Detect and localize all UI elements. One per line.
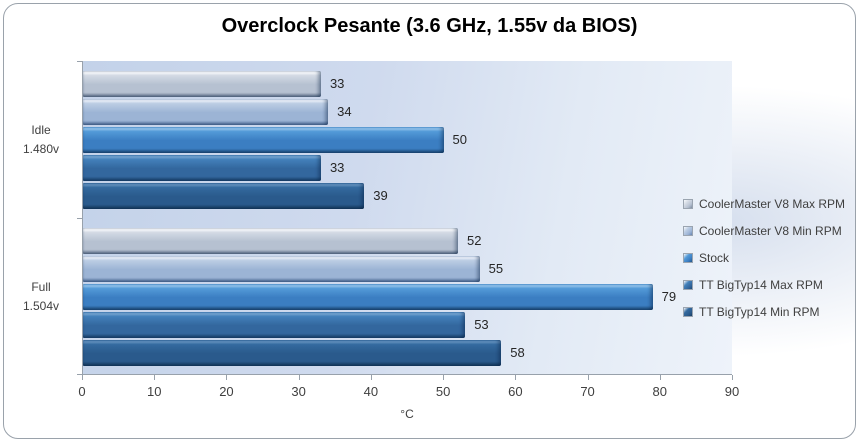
- bar: [83, 98, 329, 125]
- bar: [83, 339, 502, 366]
- legend-label: Stock: [699, 250, 730, 265]
- category-axis-tick: [77, 61, 82, 62]
- x-axis-tick-label: 40: [363, 384, 379, 399]
- bar-row: 55: [83, 255, 732, 283]
- bar-value-label: 58: [510, 345, 525, 360]
- x-axis-tick: [659, 375, 661, 380]
- bar-row: 33: [83, 154, 732, 182]
- bar-row: 58: [83, 339, 732, 367]
- x-axis-tick-label: 70: [580, 384, 595, 399]
- x-axis-tick: [82, 375, 83, 380]
- bar-value-label: 53: [474, 317, 489, 332]
- legend-color-swatch-icon: [683, 252, 693, 263]
- bar-value-label: 55: [488, 261, 504, 276]
- bar-group-full: 52 55 79 53 58: [83, 218, 732, 375]
- bar-row: 34: [83, 98, 732, 126]
- bar-row: 50: [83, 126, 732, 154]
- category-axis-labels: Idle 1.480v Full 1.504v: [4, 61, 78, 375]
- bar-row: 33: [83, 70, 732, 98]
- category-label-line: 1.480v: [22, 141, 60, 156]
- legend-item: TT BigTyp14 Min RPM: [683, 298, 859, 325]
- legend-label: CoolerMaster V8 Max RPM: [699, 196, 846, 211]
- bar: [83, 70, 321, 97]
- x-axis-tick: [732, 375, 733, 380]
- bar: [83, 227, 458, 254]
- x-axis-tick-label: 50: [435, 384, 451, 399]
- bar: [83, 126, 444, 153]
- category-label-line: Full: [31, 279, 51, 294]
- x-axis-tick: [443, 375, 445, 380]
- legend: CoolerMaster V8 Max RPM CoolerMaster V8 M…: [683, 190, 859, 325]
- bar-group-idle: 33 34 50 33 39: [83, 61, 732, 218]
- legend-item: TT BigTyp14 Max RPM: [683, 271, 859, 298]
- x-axis-tick: [154, 375, 156, 380]
- bar: [83, 283, 653, 310]
- x-axis-tick-label: 90: [724, 384, 740, 399]
- bar-value-label: 50: [452, 132, 468, 147]
- x-axis-tick-label: 10: [146, 384, 162, 399]
- bar-value-label: 34: [337, 104, 352, 119]
- x-axis-tick-label: 20: [219, 384, 234, 399]
- legend-label: CoolerMaster V8 Min RPM: [699, 223, 842, 238]
- category-axis-tick: [77, 374, 82, 375]
- legend-color-swatch-icon: [683, 279, 693, 290]
- legend-item: Stock: [683, 244, 859, 271]
- category-label-line: Idle: [31, 122, 51, 137]
- x-axis-tick-label: 60: [508, 384, 523, 399]
- x-axis-tick: [515, 375, 517, 380]
- x-axis-tick: [226, 375, 228, 380]
- x-axis-tick-label: 80: [652, 384, 667, 399]
- x-axis-tick: [298, 375, 300, 380]
- bar-row: 53: [83, 311, 732, 339]
- legend-label: TT BigTyp14 Max RPM: [699, 277, 823, 292]
- legend-color-swatch-icon: [683, 225, 693, 236]
- legend-label: TT BigTyp14 Min RPM: [699, 304, 820, 319]
- bar: [83, 182, 365, 209]
- category-label: Idle 1.480v: [4, 61, 78, 218]
- legend-color-swatch-icon: [683, 198, 693, 209]
- x-axis-tick-label: 0: [78, 384, 86, 399]
- legend-item: CoolerMaster V8 Max RPM: [683, 190, 859, 217]
- bar-value-label: 33: [329, 76, 345, 91]
- plot-area: 33 34 50 33 39 52 55 79 53 58: [77, 61, 732, 375]
- chart-title: Overclock Pesante (3.6 GHz, 1.55v da BIO…: [221, 15, 638, 37]
- x-axis-tick-label: 30: [291, 384, 306, 399]
- legend-color-swatch-icon: [683, 306, 693, 317]
- chart-frame: Overclock Pesante (3.6 GHz, 1.55v da BIO…: [3, 3, 856, 439]
- x-axis-tick: [370, 375, 372, 380]
- category-axis-tick: [77, 218, 82, 219]
- x-axis-tick: [587, 375, 589, 380]
- bar-value-label: 52: [466, 233, 482, 248]
- bar-value-label: 39: [373, 188, 388, 203]
- bar-value-label: 33: [329, 160, 345, 175]
- bar: [83, 311, 466, 338]
- x-axis: 0 10 20 30 40 50 60 70 80 90: [78, 375, 739, 405]
- category-label-line: 1.504v: [22, 298, 60, 313]
- bar-row: 52: [83, 227, 732, 255]
- bar: [83, 255, 480, 282]
- legend-item: CoolerMaster V8 Min RPM: [683, 217, 859, 244]
- x-axis-title: °C: [400, 407, 414, 421]
- category-label: Full 1.504v: [4, 218, 78, 375]
- bar-value-label: 79: [661, 289, 677, 304]
- bar: [83, 154, 321, 181]
- bar-row: 79: [83, 283, 732, 311]
- bar-row: 39: [83, 182, 732, 210]
